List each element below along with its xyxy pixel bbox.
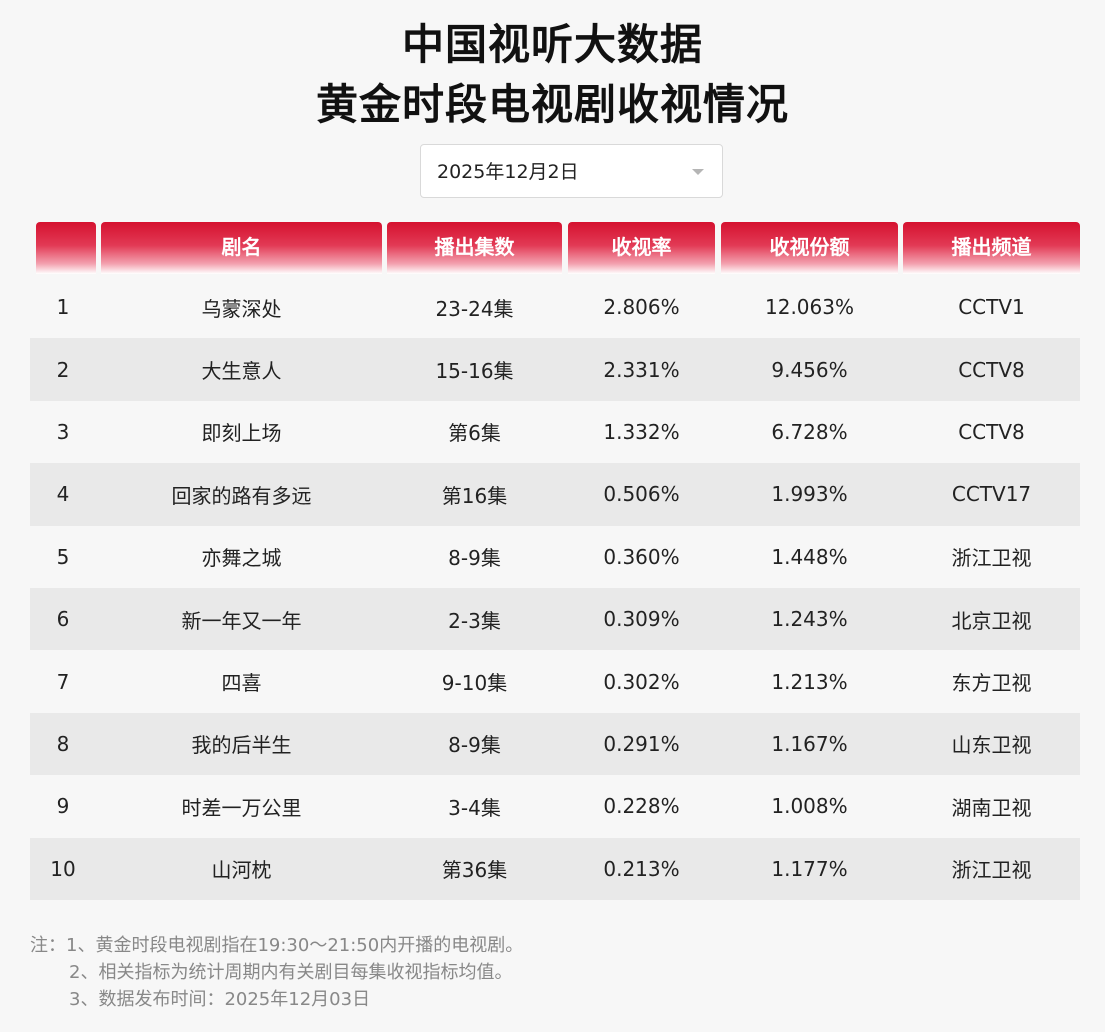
cell-rating: 0.360% (603, 544, 680, 569)
ratings-table: 剧名 播出集数 收视率 收视份额 播出频道 1 乌蒙深处 23-24集 2.806% 1… (30, 222, 1080, 900)
cell-title: 新一年又一年 (181, 608, 302, 633)
cell-share: 12.063% (765, 295, 854, 320)
cell-rank: 9 (56, 794, 70, 819)
column-header-rating: 收视率 (568, 222, 715, 274)
cell-share: 1.177% (771, 856, 848, 881)
cell-channel: 北京卫视 (951, 608, 1032, 633)
cell-episodes: 15-16集 (435, 359, 514, 384)
table-row: 10 山河枕 第36集 0.213% 1.177% 浙江卫视 (30, 837, 1080, 900)
table-row: 3 即刻上场 第6集 1.332% 6.728% CCTV8 (30, 401, 1080, 463)
cell-rank: 3 (56, 419, 70, 444)
table-row: 4 回家的路有多远 第16集 0.506% 1.993% CCTV17 (30, 463, 1080, 526)
page-title-line1: 中国视听大数据 (401, 20, 703, 69)
column-header-channel: 播出频道 (903, 222, 1080, 274)
cell-rating: 0.506% (603, 482, 680, 507)
cell-episodes: 8-9集 (448, 546, 501, 571)
page-title-line2: 黄金时段电视剧收视情况 (315, 80, 789, 129)
cell-share: 1.243% (771, 607, 848, 632)
table-row: 5 亦舞之城 8-9集 0.360% 1.448% 浙江卫视 (30, 526, 1080, 588)
chevron-down-icon[interactable] (692, 169, 704, 175)
cell-rating: 0.228% (603, 794, 680, 819)
cell-rank: 4 (56, 482, 70, 507)
cell-channel: 浙江卫视 (951, 546, 1032, 571)
cell-title: 亦舞之城 (201, 546, 282, 571)
cell-channel: CCTV1 (958, 295, 1025, 320)
cell-episodes: 3-4集 (448, 795, 501, 820)
cell-rank: 10 (50, 856, 76, 881)
table-header: 剧名 播出集数 收视率 收视份额 播出频道 (30, 222, 1080, 276)
cell-rating: 2.331% (603, 357, 680, 382)
table-row: 9 时差一万公里 3-4集 0.228% 1.008% 湖南卫视 (30, 775, 1080, 837)
cell-share: 9.456% (771, 357, 848, 382)
cell-episodes: 9-10集 (441, 671, 508, 696)
table-row: 2 大生意人 15-16集 2.331% 9.456% CCTV8 (30, 338, 1080, 401)
cell-episodes: 第16集 (441, 483, 508, 508)
cell-title: 时差一万公里 (181, 795, 302, 820)
cell-title: 大生意人 (201, 359, 282, 384)
cell-title: 四喜 (221, 671, 262, 696)
date-select[interactable]: 2025年12月2日 (420, 144, 723, 198)
table-row: 1 乌蒙深处 23-24集 2.806% 12.063% CCTV1 (30, 276, 1080, 338)
cell-title: 回家的路有多远 (171, 483, 312, 508)
column-header-rank (36, 222, 96, 274)
cell-share: 6.728% (771, 419, 848, 444)
cell-channel: 湖南卫视 (951, 795, 1032, 820)
cell-rank: 5 (56, 544, 70, 569)
cell-share: 1.008% (771, 794, 848, 819)
cell-share: 1.167% (771, 731, 848, 756)
cell-episodes: 第36集 (441, 858, 508, 883)
cell-rank: 6 (56, 607, 70, 632)
cell-rating: 0.309% (603, 607, 680, 632)
cell-episodes: 第6集 (448, 421, 501, 446)
cell-channel: 浙江卫视 (951, 858, 1032, 883)
date-select-value: 2025年12月2日 (437, 161, 579, 183)
cell-channel: CCTV8 (958, 357, 1025, 382)
table-row: 6 新一年又一年 2-3集 0.309% 1.243% 北京卫视 (30, 587, 1080, 651)
cell-channel: 东方卫视 (951, 671, 1032, 696)
cell-channel: CCTV17 (951, 482, 1032, 507)
cell-rating: 2.806% (603, 295, 680, 320)
cell-rank: 7 (56, 669, 70, 694)
cell-channel: 山东卫视 (951, 733, 1032, 758)
cell-rating: 1.332% (603, 419, 680, 444)
cell-share: 1.213% (771, 669, 848, 694)
cell-episodes: 23-24集 (435, 296, 514, 321)
cell-episodes: 2-3集 (448, 608, 501, 633)
cell-title: 即刻上场 (201, 421, 282, 446)
column-header-share: 收视份额 (721, 222, 898, 274)
footnotes: 注：1、黄金时段电视剧指在19:30～21:50内开播的电视剧。 2、相关指标为… (30, 932, 523, 1013)
cell-rating: 0.213% (603, 856, 680, 881)
table-row: 7 四喜 9-10集 0.302% 1.213% 东方卫视 (30, 650, 1080, 712)
cell-rating: 0.302% (603, 669, 680, 694)
footnote-2: 2、相关指标为统计周期内有关剧目每集收视指标均值。 (69, 962, 513, 983)
footnote-1: 注：1、黄金时段电视剧指在19:30～21:50内开播的电视剧。 (30, 935, 524, 956)
cell-channel: CCTV8 (958, 419, 1025, 444)
cell-episodes: 8-9集 (448, 733, 501, 758)
cell-title: 乌蒙深处 (201, 296, 282, 321)
cell-rank: 8 (56, 731, 70, 756)
column-header-episodes: 播出集数 (387, 222, 562, 274)
cell-share: 1.993% (771, 482, 848, 507)
table-body: 1 乌蒙深处 23-24集 2.806% 12.063% CCTV1 2 大生意人 15-16集… (30, 276, 1080, 900)
cell-rank: 2 (56, 357, 70, 382)
cell-title: 山河枕 (211, 858, 272, 883)
footnote-3: 3、数据发布时间：2025年12月03日 (69, 989, 371, 1010)
cell-rating: 0.291% (603, 731, 680, 756)
cell-title: 我的后半生 (191, 733, 292, 758)
cell-share: 1.448% (771, 544, 848, 569)
column-header-title: 剧名 (101, 222, 382, 274)
table-row: 8 我的后半生 8-9集 0.291% 1.167% 山东卫视 (30, 712, 1080, 776)
cell-rank: 1 (56, 295, 70, 320)
